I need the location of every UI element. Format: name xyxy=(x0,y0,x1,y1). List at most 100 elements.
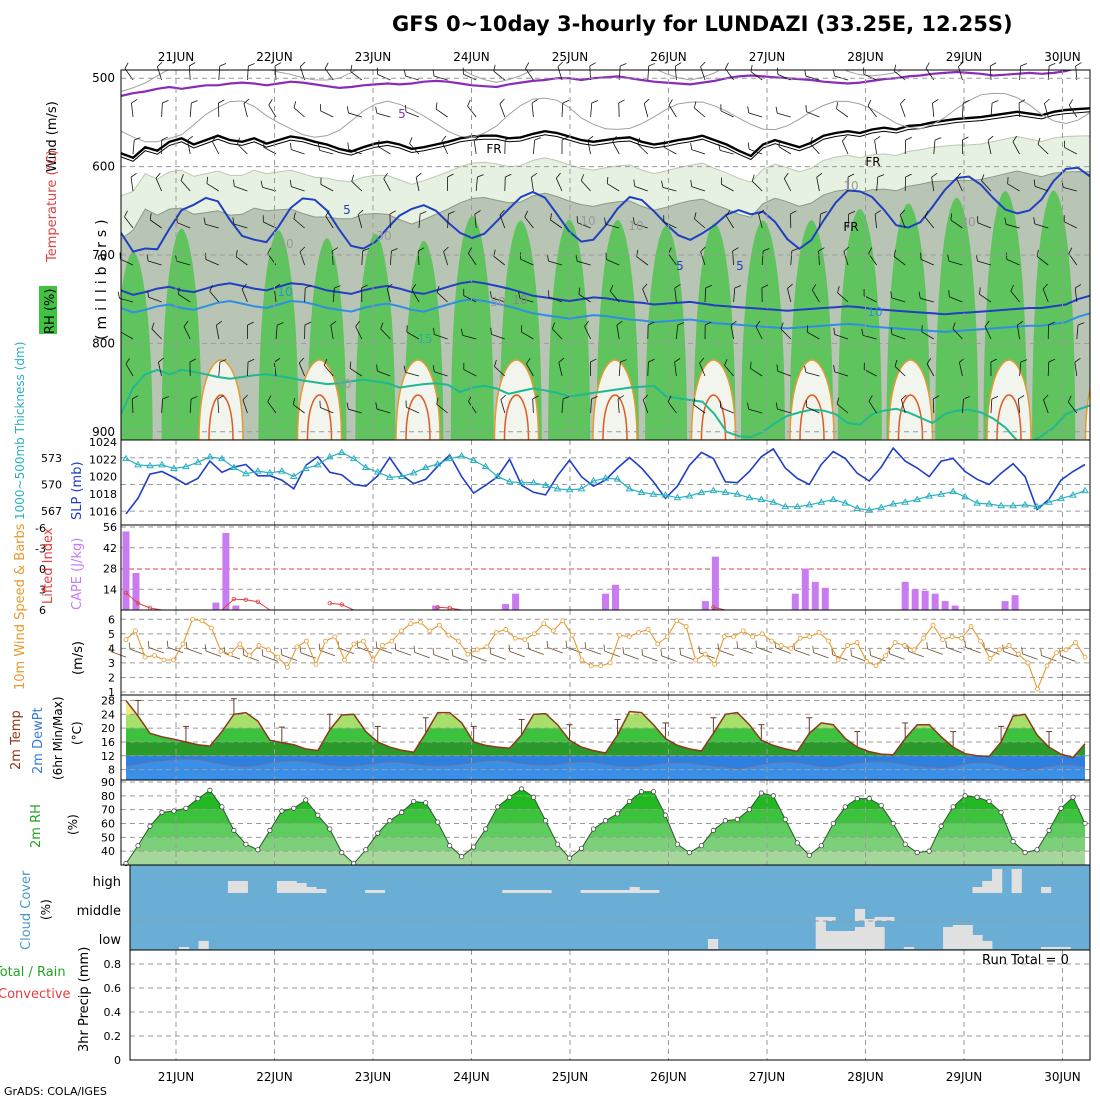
barb-shaft xyxy=(532,398,534,414)
isotherm-20-pocket xyxy=(799,394,825,440)
wind-barb xyxy=(474,210,481,229)
wind-barb xyxy=(956,172,963,192)
wind-speed-point xyxy=(484,644,490,650)
date-label-top: 21JUN xyxy=(158,50,195,64)
barb-shaft xyxy=(694,107,706,118)
barb-flag xyxy=(868,247,873,254)
barb-shaft xyxy=(636,256,649,266)
wind-speed-point xyxy=(759,631,765,637)
barb-flag xyxy=(804,365,807,373)
contour-label: 15 xyxy=(417,332,432,346)
barb-shaft xyxy=(183,326,191,340)
barb-flag xyxy=(441,135,447,142)
rh-point xyxy=(866,796,872,802)
rh-point xyxy=(986,798,992,804)
barb-flag xyxy=(376,364,378,372)
thickness-point xyxy=(1021,500,1029,508)
wind-tick-label: 5 xyxy=(108,628,115,641)
wind-barb xyxy=(989,62,997,81)
date-label-bottom: 25JUN xyxy=(552,1070,589,1084)
barb-shaft xyxy=(1007,183,1020,192)
wind-barb xyxy=(289,142,305,155)
rh-point xyxy=(147,823,153,829)
wind-barb xyxy=(1074,358,1081,377)
wind-barb xyxy=(289,179,305,192)
surface-wind-barb xyxy=(318,643,336,657)
thickness-slp-frame xyxy=(120,439,1091,526)
rh-tick-label: 70 xyxy=(101,804,115,817)
rh-point xyxy=(519,786,525,792)
barb-flag xyxy=(451,649,454,656)
rh-point xyxy=(722,818,728,824)
precip-tick-label: 0.2 xyxy=(104,1030,122,1043)
barb-shaft xyxy=(1064,221,1077,229)
surface-wind-barb xyxy=(660,649,677,662)
barb-flag xyxy=(591,396,598,400)
barb-flag xyxy=(300,61,306,67)
barb-flag xyxy=(1075,284,1082,289)
wind-barb xyxy=(317,143,334,155)
wind-barb xyxy=(346,402,362,414)
barb-flag xyxy=(868,395,873,402)
barb-flag xyxy=(990,62,997,67)
rh-point xyxy=(950,804,956,810)
barb-shaft xyxy=(977,222,992,229)
barb-flag xyxy=(1048,358,1056,363)
wind-barb xyxy=(863,362,877,377)
wind-barb xyxy=(409,137,420,155)
thickness-point xyxy=(637,488,646,495)
barb-shaft xyxy=(205,223,219,229)
barb-flag xyxy=(699,357,705,364)
wind-speed-point xyxy=(940,637,945,643)
wind-barb xyxy=(320,104,334,118)
isotherm-5-mid-line xyxy=(121,166,1090,253)
temperature-axis-label: Temperature (°C) xyxy=(45,150,60,263)
barb-shaft xyxy=(811,289,820,303)
contour-label: 30 xyxy=(376,229,391,243)
barb-shaft xyxy=(406,331,420,340)
isotherm-20-pocket xyxy=(405,394,431,440)
surface-wind-barb xyxy=(812,645,829,659)
barb-flag xyxy=(842,135,847,142)
wind-barb xyxy=(693,398,706,414)
barb-shaft xyxy=(699,362,706,377)
isotherm-20-pocket xyxy=(503,394,530,440)
wind-barb xyxy=(1076,322,1085,340)
rh-point xyxy=(1070,794,1076,800)
barb-shaft xyxy=(1037,144,1049,155)
barb-flag xyxy=(956,172,962,179)
barb-shaft xyxy=(725,215,734,229)
barb-shaft xyxy=(843,251,849,266)
barb-shaft xyxy=(867,105,877,118)
barb-shaft xyxy=(979,293,992,303)
barb-shaft xyxy=(224,653,241,660)
surface-wind-barb xyxy=(280,648,298,661)
barb-flag xyxy=(460,328,464,336)
wind-speed-point xyxy=(892,640,898,645)
wind-barb xyxy=(1004,217,1020,229)
barb-flag xyxy=(130,173,137,178)
barb-shaft xyxy=(590,103,593,118)
wind-barb xyxy=(209,284,220,303)
wind-barb xyxy=(405,105,420,118)
thickness-point xyxy=(529,478,538,486)
wind-speed-point xyxy=(474,647,480,653)
cape-bar xyxy=(512,593,520,610)
cape-bar xyxy=(921,590,929,610)
wind-barb xyxy=(818,247,825,266)
rh-point xyxy=(890,820,896,827)
warm-dry-pocket xyxy=(1084,386,1090,440)
rh-point xyxy=(1046,827,1052,833)
wind-barb xyxy=(558,357,565,377)
wind-speed-point xyxy=(427,628,433,634)
barb-flag xyxy=(1033,217,1036,224)
barb-shaft xyxy=(721,183,734,192)
barb-flag xyxy=(1067,395,1072,403)
wind-barb xyxy=(247,321,254,340)
wind-barb xyxy=(1044,98,1050,118)
thickness-point xyxy=(505,477,514,485)
wind-barb xyxy=(904,136,912,155)
barb-shaft xyxy=(606,259,620,266)
thickness-point xyxy=(649,490,658,497)
barb-flag xyxy=(945,640,947,648)
